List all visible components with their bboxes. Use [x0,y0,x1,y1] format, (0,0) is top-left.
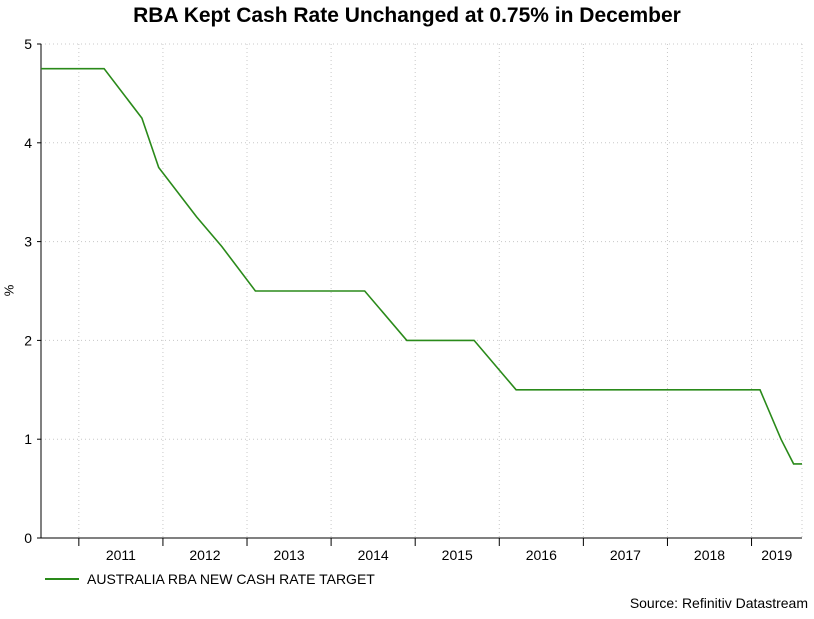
y-tick-label: 4 [24,135,32,151]
series-line [41,67,802,465]
legend: AUSTRALIA RBA NEW CASH RATE TARGET [45,571,375,587]
chart-title: RBA Kept Cash Rate Unchanged at 0.75% in… [133,4,681,27]
y-tick-label: 1 [24,431,32,447]
x-tick-label: 2012 [189,547,220,563]
source-note: Source: Refinitiv Datastream [629,595,808,611]
y-tick-label: 2 [24,332,32,348]
y-tick-label: 5 [24,36,32,52]
x-tick-label: 2014 [358,547,389,563]
x-tick-label: 2011 [106,547,136,563]
legend-swatch [45,578,79,580]
x-tick-label: 2016 [526,547,557,563]
x-tick-label: 2018 [694,547,725,563]
x-tick-label: 2015 [442,547,473,563]
x-tick-label: 2017 [610,547,641,563]
y-tick-label: 3 [24,234,32,250]
x-tick-label: 2013 [273,547,304,563]
legend-label: AUSTRALIA RBA NEW CASH RATE TARGET [87,571,375,587]
x-tick-label: 2019 [761,547,792,563]
y-tick-label: 0 [24,530,32,546]
